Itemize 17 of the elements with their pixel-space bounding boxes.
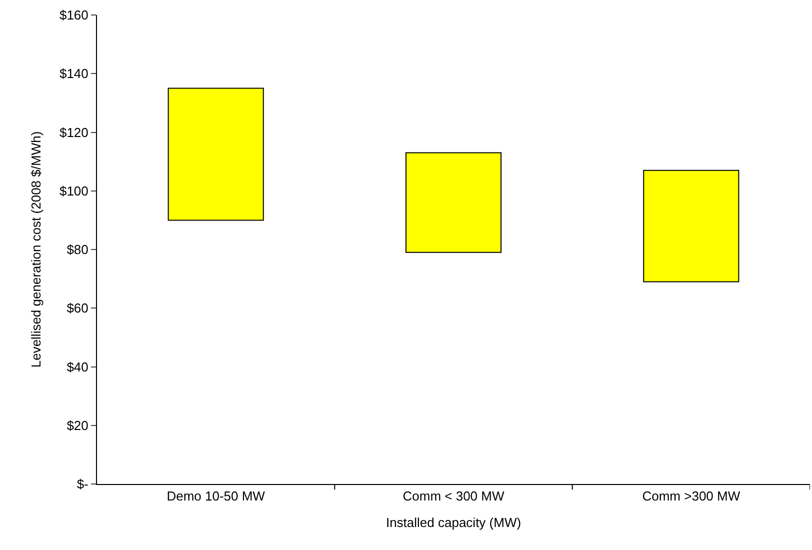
bar xyxy=(168,88,264,221)
x-axis-title: Installed capacity (MW) xyxy=(386,515,522,530)
y-tick-label: $40 xyxy=(66,359,88,374)
bar xyxy=(643,170,740,282)
y-tick-label: $100 xyxy=(59,183,88,198)
y-tick-label: $80 xyxy=(66,242,88,258)
y-axis-title: Levellised generation cost (2008 $/MWh) xyxy=(28,131,44,368)
x-tick-label: Demo 10-50 MW xyxy=(166,488,266,504)
y-tick-label: $160 xyxy=(59,8,88,23)
y-tick-label: $20 xyxy=(66,418,88,433)
bar xyxy=(405,152,502,253)
y-tick-label: $- xyxy=(76,476,88,492)
y-tick-label: $140 xyxy=(59,66,88,82)
x-tick-label: Comm >300 MW xyxy=(642,488,741,504)
y-tick-label: $60 xyxy=(66,300,88,316)
x-tick-label: Comm < 300 MW xyxy=(402,488,505,504)
y-tick-label: $120 xyxy=(59,124,88,140)
